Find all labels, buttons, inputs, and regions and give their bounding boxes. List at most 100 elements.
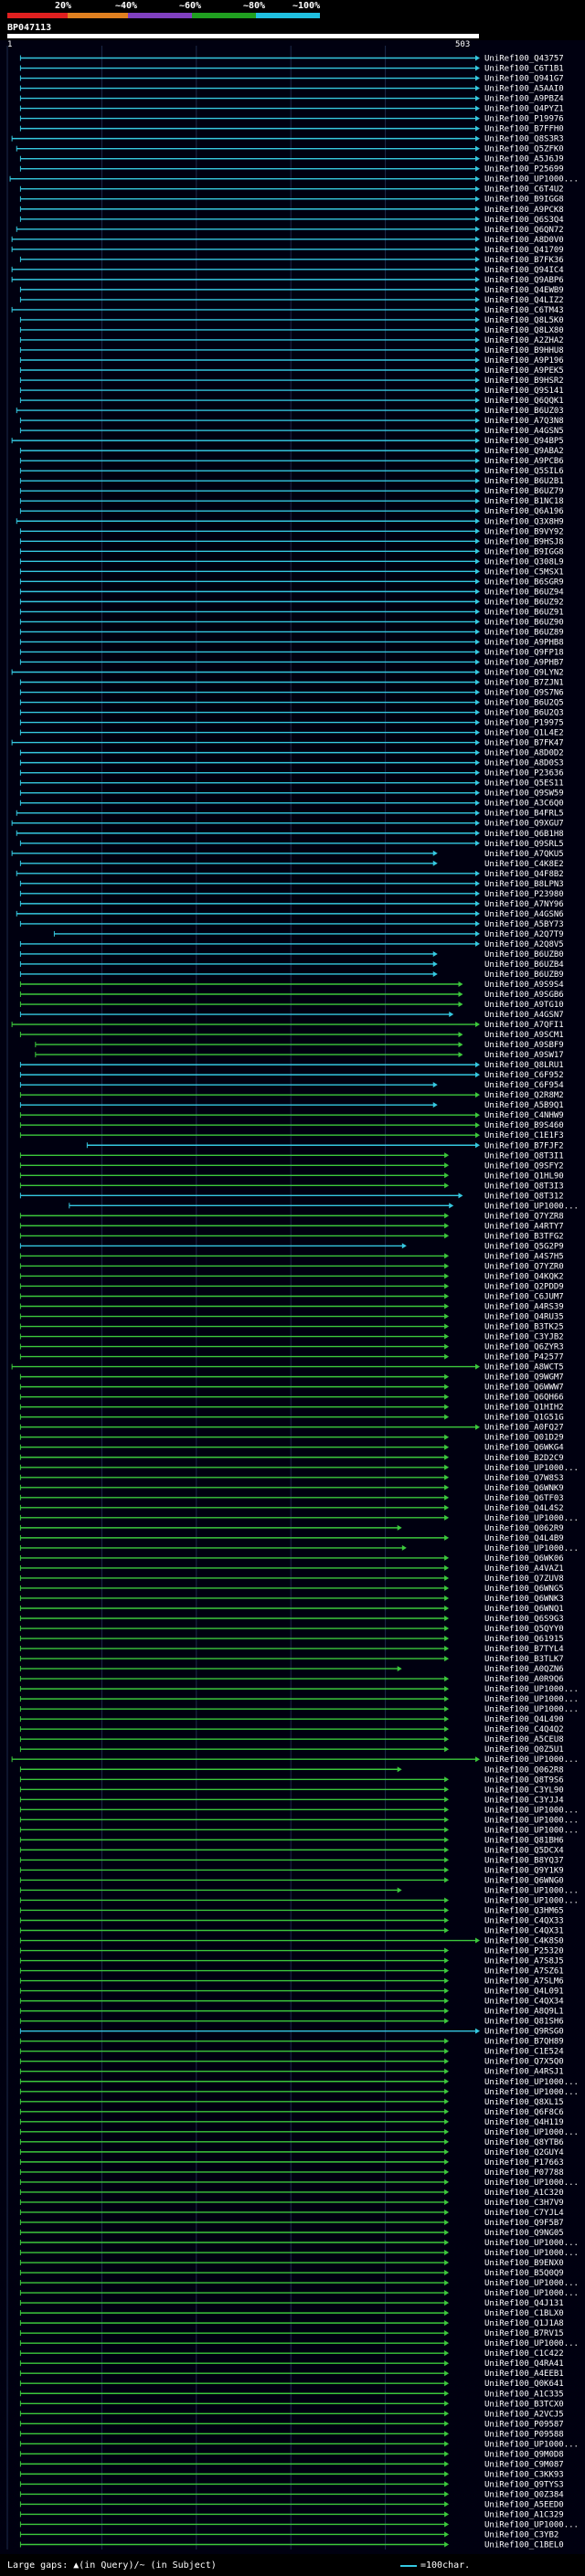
hit-label[interactable]: UniRef100_B9IGG8 — [484, 547, 564, 557]
hit-label[interactable]: UniRef100_Q43757 — [484, 55, 564, 64]
hit-label[interactable]: UniRef100_B7FK47 — [484, 739, 564, 748]
hit-label[interactable]: UniRef100_Q9SFY2 — [484, 1161, 564, 1171]
hit-label[interactable]: UniRef100_C5MSX1 — [484, 567, 564, 577]
hit-label[interactable]: UniRef100_UP1000... — [484, 1202, 579, 1211]
hit-label[interactable]: UniRef100_Q8XL15 — [484, 2098, 564, 2107]
hit-label[interactable]: UniRef100_Q7X5Q0 — [484, 2058, 564, 2067]
hit-label[interactable]: UniRef100_Q5QYY0 — [484, 1625, 564, 1634]
hit-label[interactable]: UniRef100_A9S9S4 — [484, 981, 564, 990]
hit-label[interactable]: UniRef100_UP1000... — [484, 2279, 579, 2288]
hit-label[interactable]: UniRef100_Q9SW59 — [484, 790, 564, 799]
hit-label[interactable]: UniRef100_Q94IC4 — [484, 266, 564, 275]
hit-label[interactable]: UniRef100_A9PCK8 — [484, 206, 564, 215]
hit-label[interactable]: UniRef100_Q4F8B2 — [484, 870, 564, 879]
hit-label[interactable]: UniRef100_Q81SH6 — [484, 2018, 564, 2027]
hit-label[interactable]: UniRef100_Q4L4B9 — [484, 1534, 564, 1543]
hit-label[interactable]: UniRef100_C3YB2 — [484, 2530, 558, 2539]
hit-label[interactable]: UniRef100_Q2R8M2 — [484, 1091, 564, 1100]
hit-label[interactable]: UniRef100_Q0Z384 — [484, 2490, 564, 2499]
hit-label[interactable]: UniRef100_B6UZ94 — [484, 588, 564, 597]
hit-label[interactable]: UniRef100_Q062R9 — [484, 1524, 564, 1533]
hit-label[interactable]: UniRef100_UP1000... — [484, 1464, 579, 1473]
hit-label[interactable]: UniRef100_Q6WKG4 — [484, 1444, 564, 1453]
hit-label[interactable]: UniRef100_B6UZ89 — [484, 628, 564, 637]
hit-label[interactable]: UniRef100_Q9FP18 — [484, 648, 564, 657]
hit-label[interactable]: UniRef100_Q8T9S6 — [484, 1776, 564, 1785]
hit-label[interactable]: UniRef100_P42577 — [484, 1353, 564, 1362]
hit-label[interactable]: UniRef100_Q4L490 — [484, 1715, 564, 1724]
hit-label[interactable]: UniRef100_B6U2B1 — [484, 477, 564, 486]
hit-label[interactable]: UniRef100_B1NC18 — [484, 497, 564, 506]
hit-label[interactable]: UniRef100_B9HHU8 — [484, 346, 564, 355]
hit-label[interactable]: UniRef100_Q6WNG0 — [484, 1876, 564, 1885]
hit-label[interactable]: UniRef100_A8D0V0 — [484, 236, 564, 245]
hit-label[interactable]: UniRef100_B7FK36 — [484, 256, 564, 265]
hit-label[interactable]: UniRef100_A7S8J5 — [484, 1957, 564, 1966]
hit-label[interactable]: UniRef100_A4VAZ1 — [484, 1564, 564, 1574]
hit-label[interactable]: UniRef100_A5B9Q1 — [484, 1101, 564, 1110]
hit-label[interactable]: UniRef100_Q5DCX4 — [484, 1846, 564, 1855]
hit-label[interactable]: UniRef100_Q9Y1K9 — [484, 1866, 564, 1875]
hit-label[interactable]: UniRef100_A5J6J9 — [484, 155, 564, 164]
hit-label[interactable]: UniRef100_C6T1B1 — [484, 65, 564, 74]
hit-label[interactable]: UniRef100_A5AAI0 — [484, 85, 564, 94]
hit-label[interactable]: UniRef100_A8WCT5 — [484, 1363, 564, 1373]
hit-label[interactable]: UniRef100_A9SCM1 — [484, 1031, 564, 1040]
hit-label[interactable]: UniRef100_A0QZN6 — [484, 1665, 564, 1674]
hit-label[interactable]: UniRef100_Q2GUY4 — [484, 2148, 564, 2157]
hit-label[interactable]: UniRef100_P19976 — [484, 115, 564, 124]
hit-label[interactable]: UniRef100_UP1000... — [484, 1816, 579, 1825]
hit-label[interactable]: UniRef100_C1E524 — [484, 2048, 564, 2057]
hit-label[interactable]: UniRef100_A2ZHA2 — [484, 336, 564, 345]
hit-label[interactable]: UniRef100_A7QFI1 — [484, 1021, 564, 1030]
hit-label[interactable]: UniRef100_B7ZJN1 — [484, 679, 564, 688]
hit-label[interactable]: UniRef100_A4GSN5 — [484, 427, 564, 436]
hit-label[interactable]: UniRef100_B6SGR9 — [484, 578, 564, 587]
hit-label[interactable]: UniRef100_Q6B1H8 — [484, 830, 564, 839]
hit-label[interactable]: UniRef100_B6U2Q3 — [484, 709, 564, 718]
hit-label[interactable]: UniRef100_Q0Z5U1 — [484, 1745, 564, 1754]
hit-label[interactable]: UniRef100_Q062R8 — [484, 1765, 564, 1775]
hit-label[interactable]: UniRef100_Q9RSG0 — [484, 2028, 564, 2037]
hit-label[interactable]: UniRef100_B5Q0Q9 — [484, 2269, 564, 2278]
hit-label[interactable]: UniRef100_A1C320 — [484, 2189, 564, 2198]
hit-label[interactable]: UniRef100_Q5ZFK0 — [484, 145, 564, 154]
hit-label[interactable]: UniRef100_C7YJL4 — [484, 2209, 564, 2218]
hit-label[interactable]: UniRef100_C9M087 — [484, 2460, 564, 2469]
hit-label[interactable]: UniRef100_Q5SIL6 — [484, 467, 564, 476]
hit-label[interactable]: UniRef100_P23636 — [484, 769, 564, 779]
hit-label[interactable]: UniRef100_Q9SRL5 — [484, 840, 564, 849]
hit-label[interactable]: UniRef100_Q941G7 — [484, 75, 564, 84]
hit-label[interactable]: UniRef100_A5BY73 — [484, 920, 564, 929]
hit-label[interactable]: UniRef100_Q1J1A8 — [484, 2319, 564, 2328]
hit-label[interactable]: UniRef100_C6TM43 — [484, 306, 564, 315]
hit-label[interactable]: UniRef100_C4QX33 — [484, 1916, 564, 1925]
hit-label[interactable]: UniRef100_C3YL90 — [484, 1786, 564, 1795]
hit-label[interactable]: UniRef100_B3TK25 — [484, 1323, 564, 1332]
hit-label[interactable]: UniRef100_B9VY92 — [484, 527, 564, 536]
hit-label[interactable]: UniRef100_Q6F8C6 — [484, 2108, 564, 2117]
hit-label[interactable]: UniRef100_Q8LX80 — [484, 326, 564, 335]
hit-label[interactable]: UniRef100_Q6S3Q4 — [484, 216, 564, 225]
hit-label[interactable]: UniRef100_A2VCJ5 — [484, 2410, 564, 2419]
hit-label[interactable]: UniRef100_Q9TYS3 — [484, 2480, 564, 2489]
hit-label[interactable]: UniRef100_A3C6Q0 — [484, 800, 564, 809]
hit-label[interactable]: UniRef100_Q7YZR0 — [484, 1262, 564, 1271]
hit-label[interactable]: UniRef100_Q8S3R3 — [484, 135, 564, 144]
hit-label[interactable]: UniRef100_UP1000... — [484, 2249, 579, 2258]
hit-label[interactable]: UniRef100_UP1000... — [484, 1886, 579, 1895]
hit-label[interactable]: UniRef100_A9P196 — [484, 356, 564, 366]
hit-label[interactable]: UniRef100_Q308L9 — [484, 557, 564, 567]
hit-label[interactable]: UniRef100_P09588 — [484, 2430, 564, 2439]
hit-label[interactable]: UniRef100_B9IGG8 — [484, 196, 564, 205]
hit-label[interactable]: UniRef100_Q6WNK9 — [484, 1484, 564, 1493]
hit-label[interactable]: UniRef100_C4QX31 — [484, 1927, 564, 1936]
hit-label[interactable]: UniRef100_Q1HL90 — [484, 1171, 564, 1181]
hit-label[interactable]: UniRef100_Q4L4S2 — [484, 1504, 564, 1513]
hit-label[interactable]: UniRef100_C4K8S0 — [484, 1937, 564, 1946]
hit-label[interactable]: UniRef100_Q6WNQ1 — [484, 1605, 564, 1614]
hit-label[interactable]: UniRef100_Q4PYZ1 — [484, 105, 564, 114]
hit-label[interactable]: UniRef100_Q4KQK2 — [484, 1272, 564, 1281]
hit-label[interactable]: UniRef100_Q9ABA2 — [484, 447, 564, 456]
hit-label[interactable]: UniRef100_B9HSJ8 — [484, 537, 564, 546]
